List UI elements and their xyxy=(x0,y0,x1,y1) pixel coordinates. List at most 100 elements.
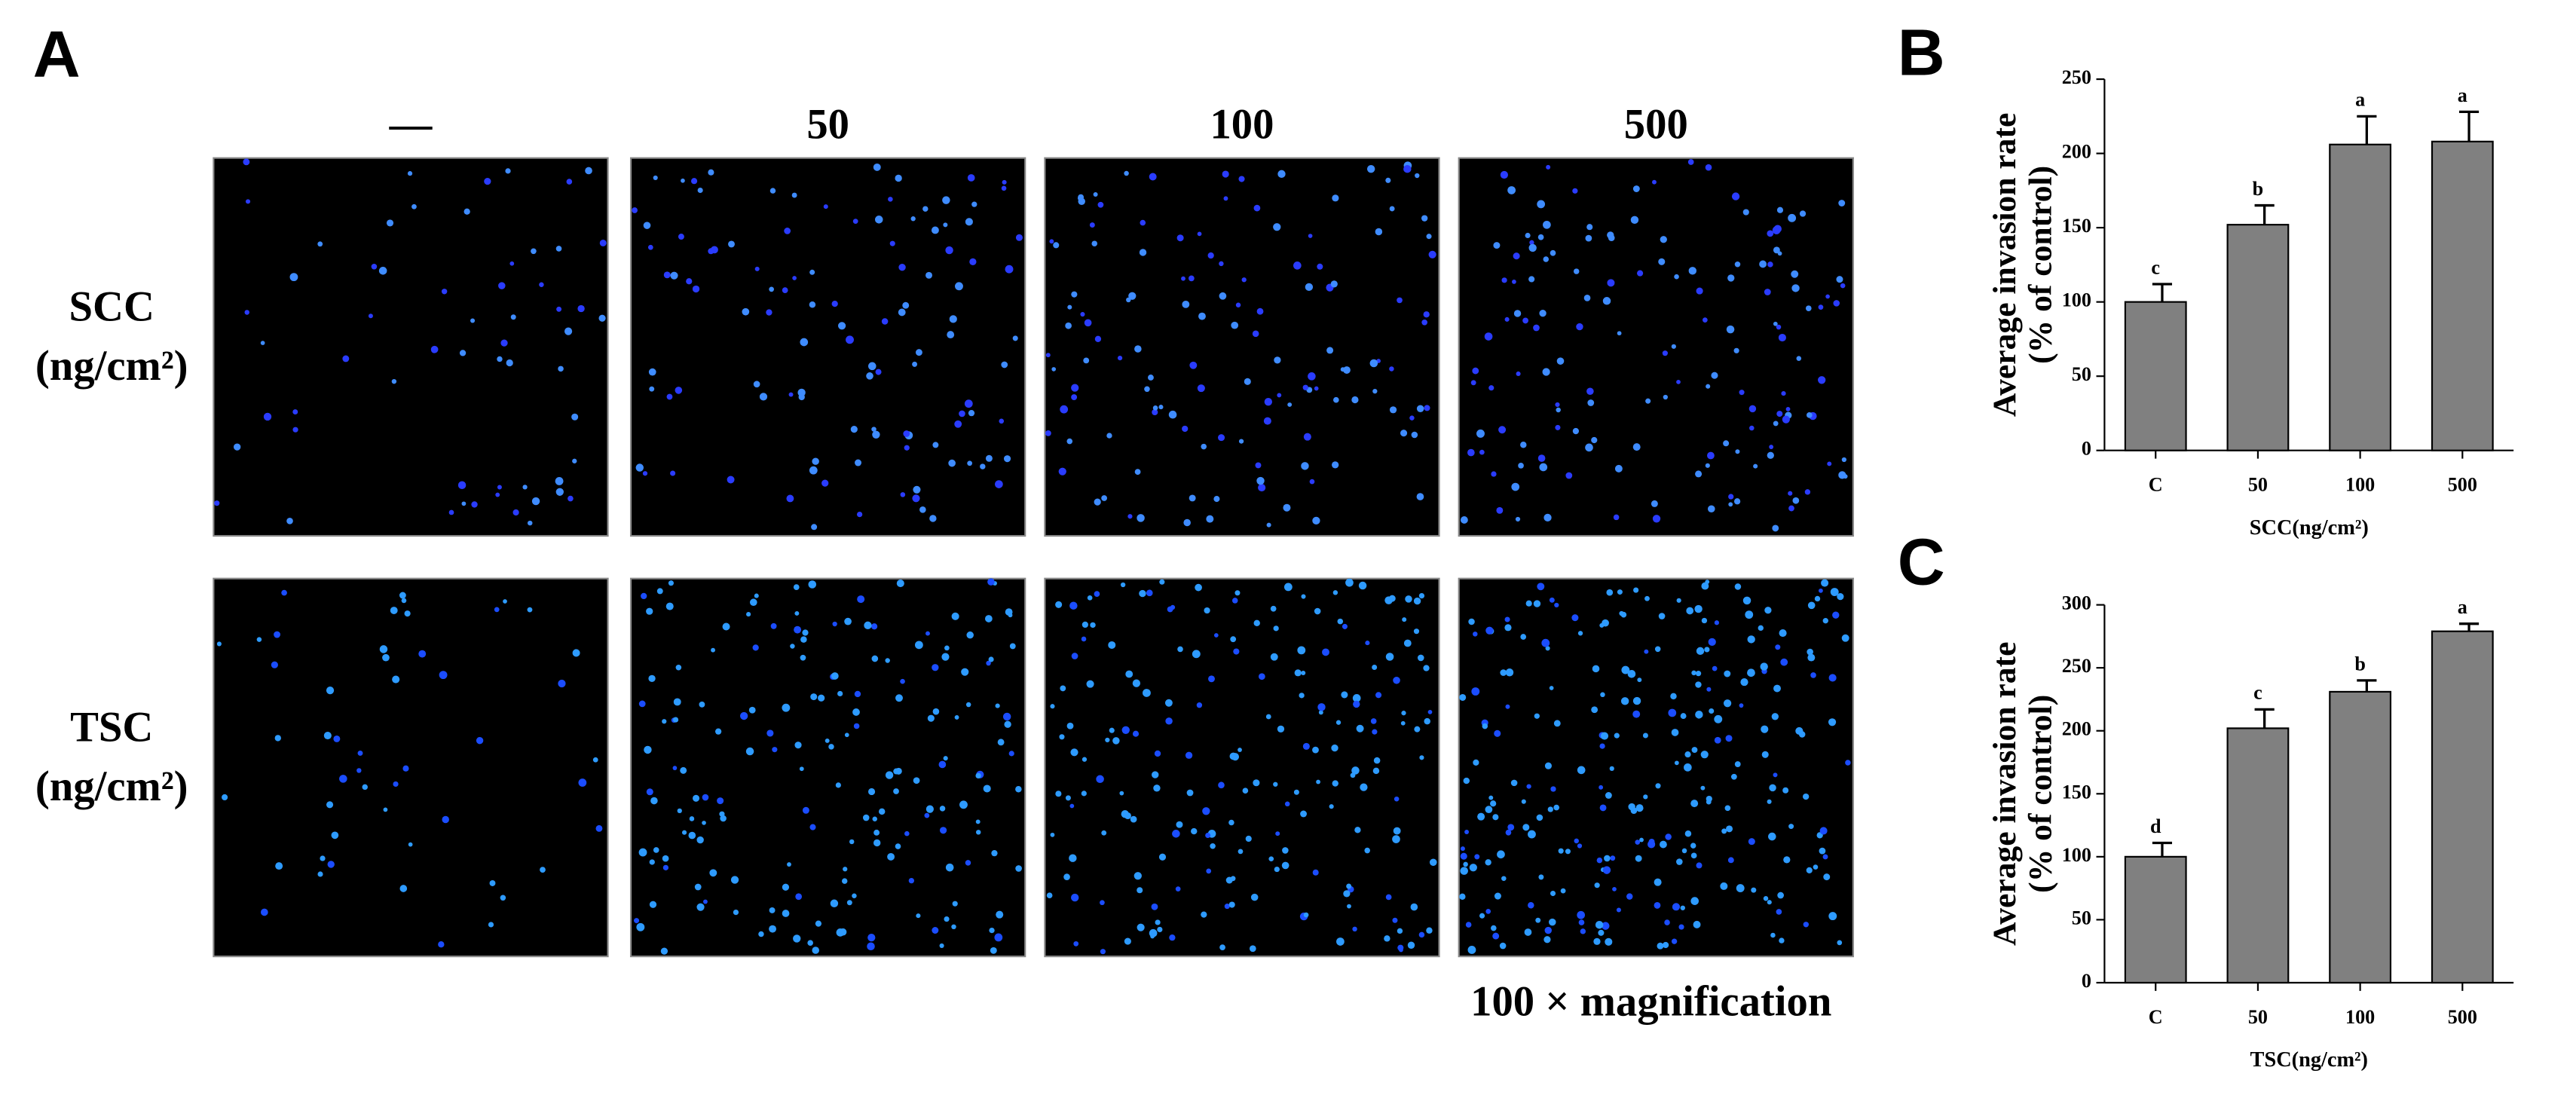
cell-dot xyxy=(694,883,702,891)
cell-dot xyxy=(900,678,905,684)
cell-dot xyxy=(1767,451,1774,459)
cell-dot xyxy=(457,481,467,489)
cell-dot xyxy=(1745,610,1754,619)
cell-dot xyxy=(527,607,533,613)
cell-dot xyxy=(1397,928,1403,934)
cell-dot xyxy=(1772,226,1781,234)
cell-dot xyxy=(1059,734,1065,740)
cell-dot xyxy=(986,660,991,666)
cell-dot xyxy=(1493,242,1501,249)
y-tick-label: 300 xyxy=(2062,592,2091,614)
cell-dot xyxy=(951,924,956,930)
cell-dot xyxy=(1828,718,1837,726)
cell-dot xyxy=(1497,850,1505,859)
cell-dot xyxy=(1791,270,1799,278)
cell-dot xyxy=(1599,743,1605,749)
cell-dot xyxy=(1541,638,1550,647)
cell-dot xyxy=(1655,783,1661,789)
cell-dot xyxy=(1401,711,1406,716)
cell-dot xyxy=(985,615,993,622)
cell-dot xyxy=(874,216,883,224)
cell-dot xyxy=(1479,913,1485,919)
cell-dot xyxy=(555,246,562,252)
cell-dot xyxy=(1658,613,1666,619)
cell-dot xyxy=(749,598,757,607)
cell-dot xyxy=(1807,648,1813,656)
cell-dot xyxy=(1555,424,1561,430)
cell-dot xyxy=(1065,322,1072,329)
cell-dot xyxy=(811,524,818,531)
cell-dot xyxy=(1614,464,1623,473)
cell-dot xyxy=(832,621,837,627)
row-label-unit: (ng/cm²) xyxy=(35,763,188,810)
bar xyxy=(2329,143,2392,451)
significance-letter: b xyxy=(2253,178,2264,200)
cell-dot xyxy=(1643,794,1648,800)
cell-dot xyxy=(702,794,709,801)
x-axis-label: SCC(ng/cm²) xyxy=(2250,516,2369,540)
cell-dot xyxy=(1073,940,1079,947)
cell-dot xyxy=(1230,876,1236,882)
cell-dot xyxy=(1539,463,1548,472)
cell-dot xyxy=(1665,833,1672,840)
cell-dot xyxy=(1767,799,1772,804)
cell-dot xyxy=(1165,717,1173,725)
cell-dot xyxy=(1345,578,1354,587)
cell-dot xyxy=(951,612,959,620)
cell-dot xyxy=(941,653,950,661)
cell-dot xyxy=(714,728,722,735)
cell-dot xyxy=(1137,514,1145,522)
cell-dot xyxy=(967,460,973,466)
cell-dot xyxy=(916,913,921,919)
cell-dot xyxy=(1823,873,1831,881)
cell-dot xyxy=(872,816,877,822)
cell-dot xyxy=(540,867,546,873)
cell-dot xyxy=(794,625,802,634)
cell-dot xyxy=(1728,502,1733,507)
cell-dot xyxy=(1513,252,1520,260)
cell-dot xyxy=(793,584,800,590)
cell-dot xyxy=(1635,840,1641,845)
cell-dot xyxy=(1170,604,1176,610)
cell-dot xyxy=(1004,720,1011,728)
cell-dot xyxy=(1680,905,1685,910)
cell-dot xyxy=(1742,209,1749,216)
cell-dot xyxy=(256,637,262,642)
cell-dot xyxy=(1821,579,1829,587)
cell-dot xyxy=(497,356,503,362)
cell-dot xyxy=(1080,312,1085,317)
cell-dot xyxy=(1120,582,1126,588)
cell-dot xyxy=(1046,892,1053,899)
cell-dot xyxy=(1617,589,1623,595)
cell-dot xyxy=(1134,469,1141,476)
cell-dot xyxy=(401,598,407,604)
cell-dot xyxy=(1742,596,1751,605)
cell-dot xyxy=(1761,725,1769,733)
cell-dot xyxy=(1706,384,1711,389)
cell-dot xyxy=(441,289,448,295)
cell-dot xyxy=(1795,726,1804,736)
cell-dot xyxy=(1637,677,1642,683)
cell-dot xyxy=(1607,231,1614,239)
micrograph xyxy=(1044,577,1440,958)
cell-dot xyxy=(494,607,500,613)
cell-dot xyxy=(1841,634,1849,642)
cell-dot xyxy=(902,301,910,309)
cell-dot xyxy=(1500,669,1507,676)
cell-dot xyxy=(1543,936,1551,944)
cell-dot xyxy=(1522,317,1528,324)
cell-dot xyxy=(1534,713,1540,719)
cell-dot xyxy=(1001,185,1007,191)
cell-dot xyxy=(1002,179,1007,185)
y-tick-label: 150 xyxy=(2062,781,2091,803)
cell-dot xyxy=(967,174,975,182)
cell-dot xyxy=(1833,300,1840,307)
cell-dot xyxy=(991,850,998,857)
cell-dot xyxy=(873,829,880,836)
cell-dot xyxy=(1779,937,1785,944)
cell-dot xyxy=(1818,376,1826,384)
cell-dot xyxy=(1176,234,1184,242)
cell-dot xyxy=(1155,919,1161,925)
cell-dot xyxy=(648,368,656,376)
